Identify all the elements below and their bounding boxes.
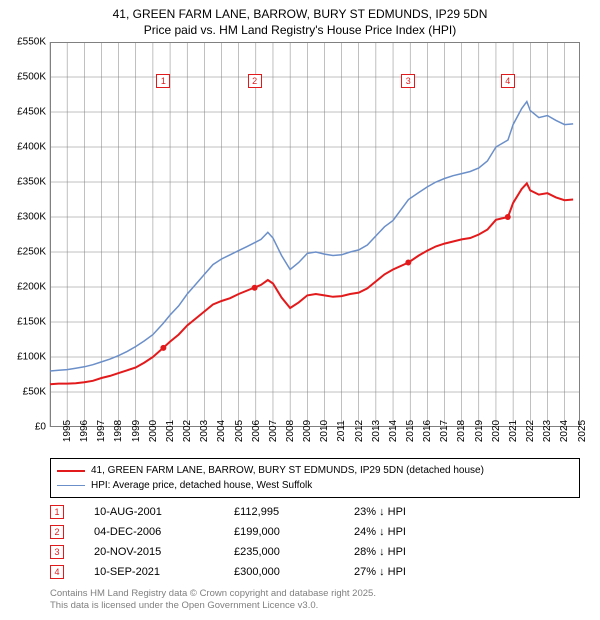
sale-delta: 27% ↓ HPI — [354, 566, 474, 578]
footer: Contains HM Land Registry data © Crown c… — [50, 588, 376, 613]
title-line-2: Price paid vs. HM Land Registry's House … — [0, 22, 600, 38]
sale-row-marker: 4 — [50, 565, 64, 579]
y-tick-label: £450K — [17, 107, 46, 118]
sale-date: 04-DEC-2006 — [94, 526, 234, 538]
sale-price: £112,995 — [234, 506, 354, 518]
y-tick-label: £50K — [23, 387, 46, 398]
series-svg — [50, 42, 580, 427]
legend-row: HPI: Average price, detached house, West… — [57, 478, 573, 493]
sale-price: £235,000 — [234, 546, 354, 558]
footer-line-1: Contains HM Land Registry data © Crown c… — [50, 588, 376, 600]
sale-row-marker: 2 — [50, 525, 64, 539]
legend-swatch-price — [57, 470, 85, 472]
sale-delta: 23% ↓ HPI — [354, 506, 474, 518]
footer-line-2: This data is licensed under the Open Gov… — [50, 600, 376, 612]
sale-row-marker: 1 — [50, 505, 64, 519]
chart-plot-area: £0£50K£100K£150K£200K£250K£300K£350K£400… — [50, 42, 580, 427]
sale-marker-box: 2 — [248, 74, 262, 88]
sale-row: 1 10-AUG-2001£112,99523% ↓ HPI — [50, 502, 474, 522]
sale-date: 10-SEP-2021 — [94, 566, 234, 578]
y-tick-label: £500K — [17, 72, 46, 83]
y-tick-label: £100K — [17, 352, 46, 363]
y-tick-label: £0 — [35, 422, 46, 433]
y-tick-label: £150K — [17, 317, 46, 328]
y-tick-label: £300K — [17, 212, 46, 223]
title-line-1: 41, GREEN FARM LANE, BARROW, BURY ST EDM… — [0, 6, 600, 22]
sale-row-marker: 3 — [50, 545, 64, 559]
legend: 41, GREEN FARM LANE, BARROW, BURY ST EDM… — [50, 458, 580, 498]
y-tick-label: £400K — [17, 142, 46, 153]
sale-marker-box: 3 — [401, 74, 415, 88]
title-block: 41, GREEN FARM LANE, BARROW, BURY ST EDM… — [0, 0, 600, 38]
sale-price: £199,000 — [234, 526, 354, 538]
sales-table: 1 10-AUG-2001£112,99523% ↓ HPI 2 04-DEC-200… — [50, 502, 474, 582]
chart-container: 41, GREEN FARM LANE, BARROW, BURY ST EDM… — [0, 0, 600, 620]
x-tick-label: 2025 — [565, 420, 588, 442]
sale-row: 4 10-SEP-2021£300,00027% ↓ HPI — [50, 562, 474, 582]
y-tick-label: £550K — [17, 37, 46, 48]
y-tick-label: £250K — [17, 247, 46, 258]
legend-label: HPI: Average price, detached house, West… — [91, 478, 312, 493]
sale-date: 20-NOV-2015 — [94, 546, 234, 558]
y-tick-label: £350K — [17, 177, 46, 188]
sale-date: 10-AUG-2001 — [94, 506, 234, 518]
sale-row: 2 04-DEC-2006£199,00024% ↓ HPI — [50, 522, 474, 542]
sale-delta: 28% ↓ HPI — [354, 546, 474, 558]
sale-row: 3 20-NOV-2015£235,00028% ↓ HPI — [50, 542, 474, 562]
legend-swatch-hpi — [57, 485, 85, 486]
sale-price: £300,000 — [234, 566, 354, 578]
y-tick-label: £200K — [17, 282, 46, 293]
sale-delta: 24% ↓ HPI — [354, 526, 474, 538]
legend-row: 41, GREEN FARM LANE, BARROW, BURY ST EDM… — [57, 463, 573, 478]
sale-marker-box: 4 — [501, 74, 515, 88]
sale-marker-box: 1 — [156, 74, 170, 88]
legend-label: 41, GREEN FARM LANE, BARROW, BURY ST EDM… — [91, 463, 484, 478]
